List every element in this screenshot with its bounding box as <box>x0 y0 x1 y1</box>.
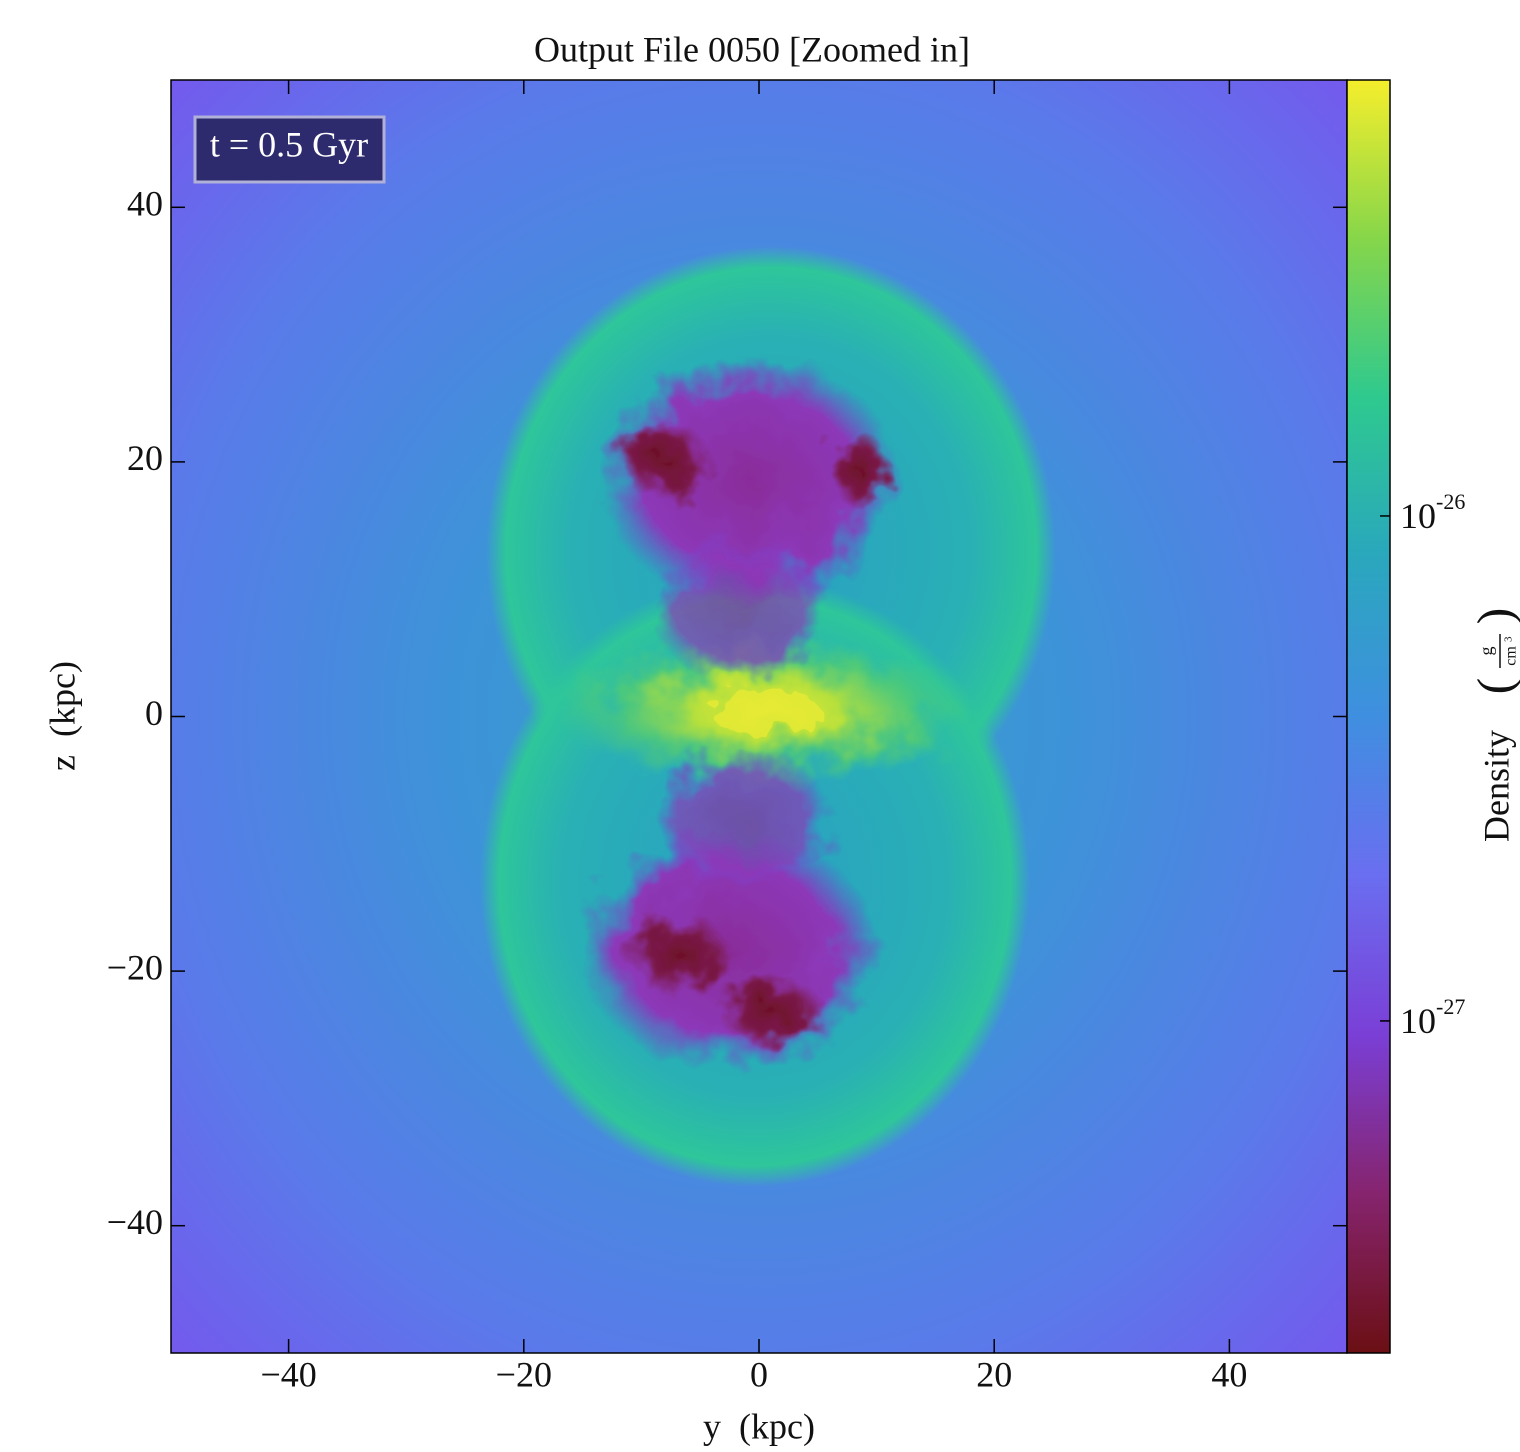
colorbar-unit-power: 3 <box>1503 636 1515 642</box>
chart-title: Output File 0050 [Zoomed in] <box>534 29 970 69</box>
colorbar-tick-exponent: -27 <box>1436 994 1465 1019</box>
colorbar <box>1346 79 1391 1354</box>
colorbar-tick-exponent: -26 <box>1436 489 1465 514</box>
annotation-box <box>193 115 386 184</box>
x-tick-label: −20 <box>496 1354 552 1394</box>
colorbar-tick-label: 10 <box>1400 1001 1436 1041</box>
x-tick-label: 0 <box>750 1354 768 1394</box>
y-axis-label: z (kpc) <box>42 661 82 771</box>
density-image <box>171 80 1347 1353</box>
colorbar-unit-num: g <box>1476 647 1496 656</box>
paren: ) <box>1466 608 1520 625</box>
colorbar-label-group: Density ( g cm 3 ) <box>1466 608 1520 842</box>
y-tick-label: −40 <box>107 1202 163 1242</box>
y-tick-label: 40 <box>127 184 163 224</box>
y-tick-label: 20 <box>127 438 163 478</box>
x-tick-label: 40 <box>1211 1354 1247 1394</box>
colorbar-unit-den: cm <box>1503 646 1520 666</box>
annotation: t = 0.5 Gyr <box>210 124 368 164</box>
y-tick-label: −20 <box>107 947 163 987</box>
colorbar-label: Density <box>1476 730 1516 842</box>
x-tick-label: 20 <box>976 1354 1012 1394</box>
x-axis-label: y (kpc) <box>703 1406 815 1446</box>
y-tick-label: 0 <box>145 693 163 733</box>
colorbar-tick-label: 10 <box>1400 496 1436 536</box>
paren: ( <box>1466 678 1520 695</box>
x-tick-label: −40 <box>260 1354 316 1394</box>
